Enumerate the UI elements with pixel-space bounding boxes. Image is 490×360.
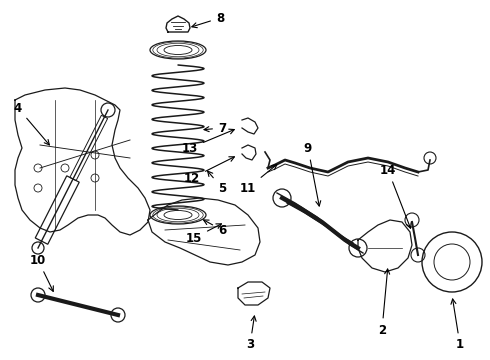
- Text: 8: 8: [192, 12, 224, 28]
- Text: 15: 15: [186, 224, 221, 244]
- Text: 3: 3: [246, 316, 256, 351]
- Text: 4: 4: [14, 102, 49, 145]
- Text: 11: 11: [240, 165, 277, 194]
- Text: 2: 2: [378, 269, 390, 337]
- Text: 9: 9: [304, 141, 321, 206]
- Text: 13: 13: [182, 129, 234, 154]
- Text: 7: 7: [204, 122, 226, 135]
- Text: 14: 14: [380, 163, 411, 228]
- Text: 10: 10: [30, 253, 53, 291]
- Text: 1: 1: [451, 299, 464, 351]
- Text: 12: 12: [184, 157, 234, 185]
- Text: 5: 5: [208, 171, 226, 194]
- Text: 6: 6: [203, 220, 226, 237]
